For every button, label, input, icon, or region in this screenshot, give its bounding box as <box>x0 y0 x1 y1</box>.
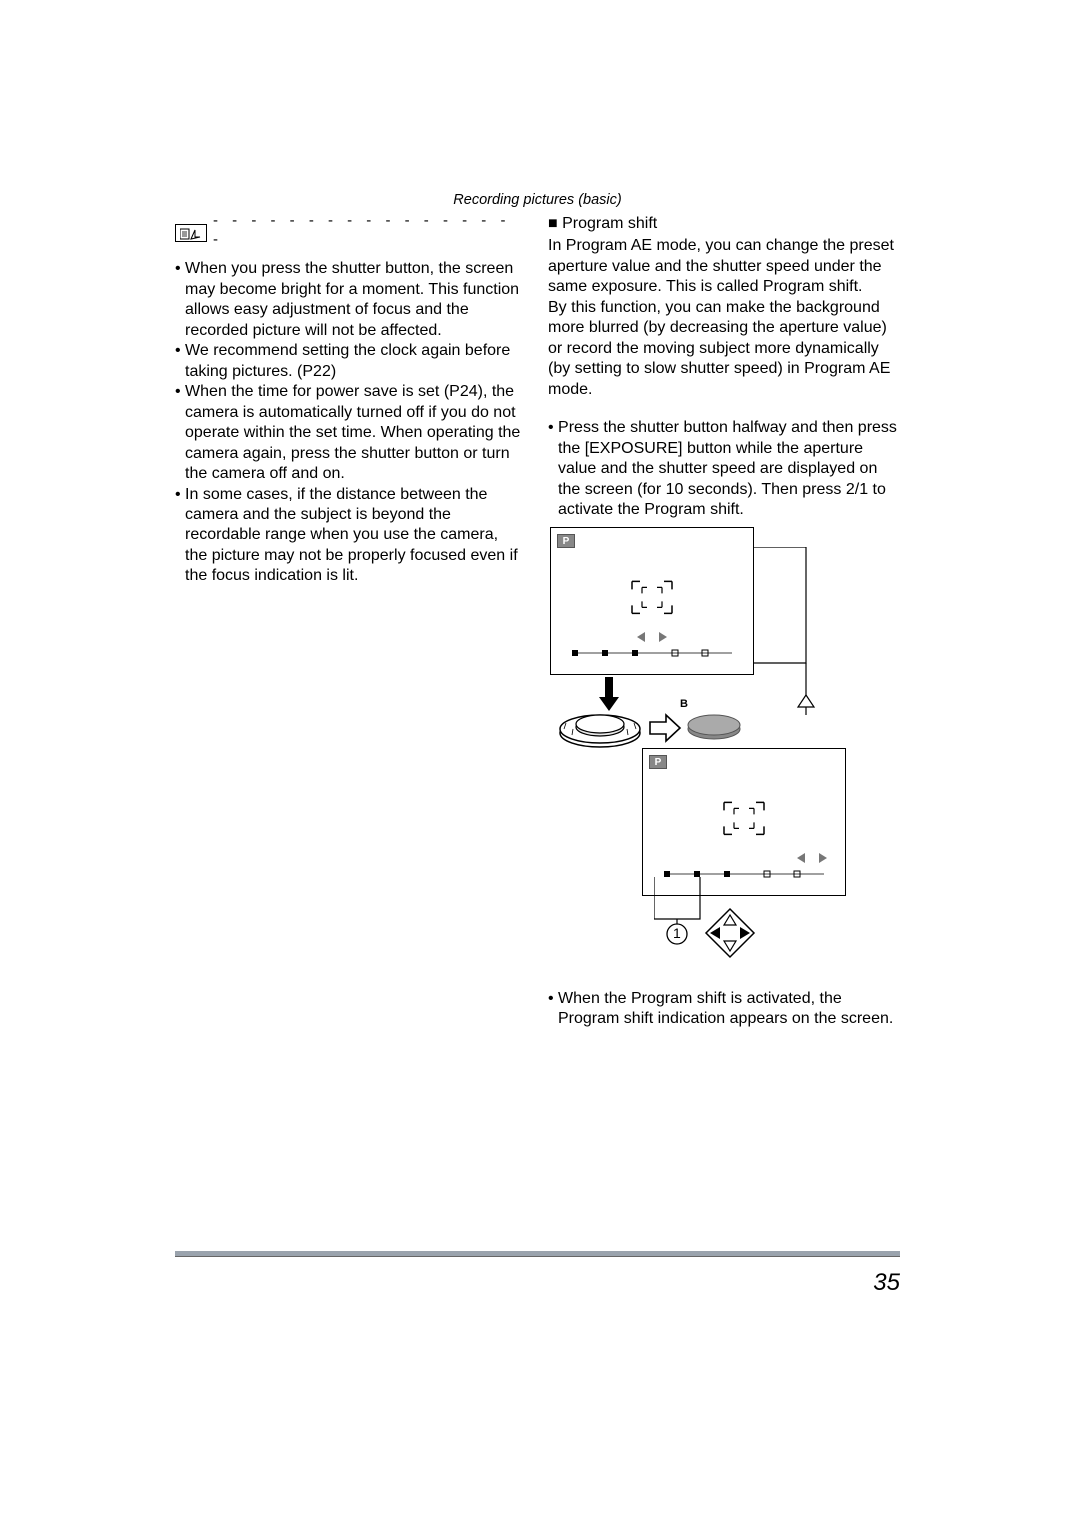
diagram: P <box>550 527 900 987</box>
lcd-screen-2: P <box>642 748 846 896</box>
note-item: In some cases, if the distance between t… <box>185 485 524 587</box>
step-item: Press the shutter button halfway and the… <box>558 418 900 520</box>
para-2: By this function, you can make the backg… <box>548 298 900 400</box>
program-shift-title: ■ Program shift <box>548 214 900 234</box>
step-keys: 2/1 <box>846 481 868 498</box>
note-item: When you press the shutter button, the s… <box>185 259 524 341</box>
para-1: In Program AE mode, you can change the p… <box>548 236 900 297</box>
program-shift-title-text: Program shift <box>562 215 657 232</box>
b-label: B <box>680 697 688 711</box>
dash-rule: - - - - - - - - - - - - - - - - - <box>213 211 524 249</box>
section-header: Recording pictures (basic) <box>175 192 900 208</box>
footnote-item: When the Program shift is activated, the… <box>558 989 900 1030</box>
down-arrow-icon <box>599 677 619 711</box>
left-right-arrow-icon <box>797 853 827 863</box>
left-column: - - - - - - - - - - - - - - - - - When y… <box>175 214 524 1030</box>
p-mode-badge: P <box>557 534 575 548</box>
note-icon <box>175 224 207 242</box>
note-header: - - - - - - - - - - - - - - - - - <box>175 214 524 252</box>
shutter-dial-icon <box>558 709 642 749</box>
two-column-layout: - - - - - - - - - - - - - - - - - When y… <box>175 214 900 1030</box>
dpad-icon <box>698 905 762 969</box>
step-list: Press the shutter button halfway and the… <box>548 418 900 520</box>
footnote-b: appears on the screen. <box>730 1010 894 1027</box>
exposure-button-icon <box>686 711 742 741</box>
callout-bracket-1 <box>754 547 826 715</box>
focus-brackets-icon <box>722 800 766 836</box>
right-column: ■ Program shift In Program AE mode, you … <box>548 214 900 1030</box>
callout-1-label: 1 <box>673 925 681 943</box>
lcd-screen-1: P <box>550 527 754 675</box>
p-mode-badge: P <box>649 755 667 769</box>
note-item: We recommend setting the clock again bef… <box>185 341 524 382</box>
page-content: Recording pictures (basic) - - - - - - -… <box>175 192 900 1257</box>
callout-bracket-2 <box>654 877 704 925</box>
footer-rule <box>175 1251 900 1257</box>
notes-list: When you press the shutter button, the s… <box>175 259 524 587</box>
left-right-arrow-icon <box>637 632 667 642</box>
focus-brackets-icon <box>630 579 674 615</box>
right-arrow-icon <box>648 713 682 743</box>
footnote-list: When the Program shift is activated, the… <box>548 989 900 1030</box>
page-number: 35 <box>873 1269 900 1297</box>
note-item: When the time for power save is set (P24… <box>185 382 524 484</box>
exposure-readout <box>561 646 743 664</box>
